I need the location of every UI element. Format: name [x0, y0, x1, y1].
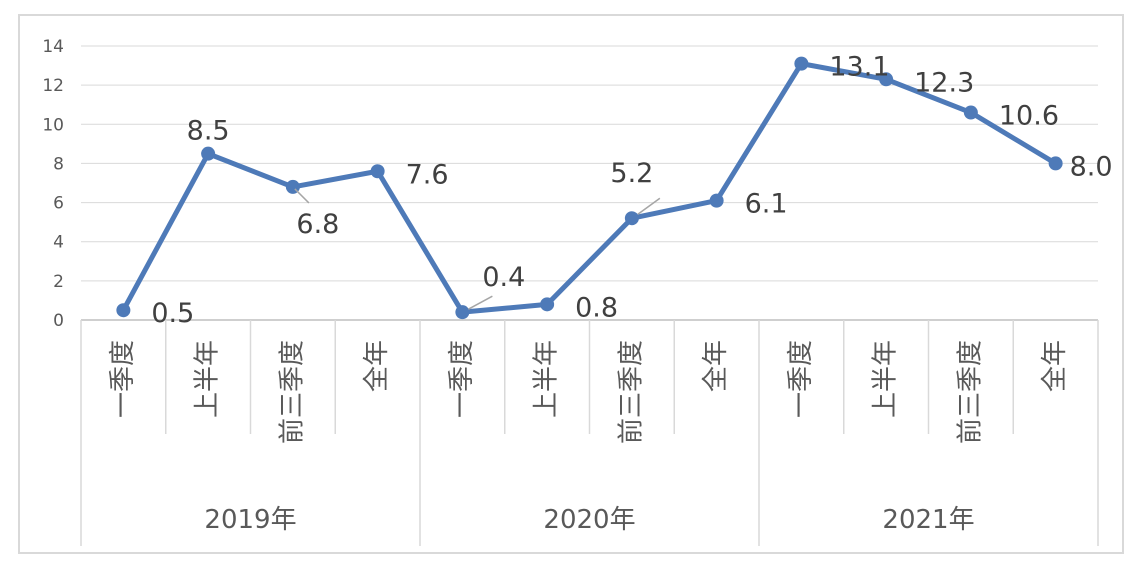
data-point — [794, 56, 809, 71]
chart-frame: 0 2 4 6 8 10 12 14 一季度 上半年 前三季度 全年 一季度 上半年 前三季度 全年 一季度 上半… — [18, 14, 1124, 554]
x-category-label: 一季度 — [108, 340, 138, 418]
y-tick-label: 12 — [42, 76, 64, 96]
x-group-label: 2019年 — [204, 505, 296, 535]
x-category-label: 一季度 — [786, 340, 816, 418]
data-point — [370, 164, 385, 179]
y-tick-label: 0 — [53, 311, 64, 331]
data-label: 7.6 — [406, 159, 449, 190]
data-label-leader — [294, 188, 310, 204]
data-point — [201, 146, 216, 161]
x-category-label: 全年 — [701, 340, 731, 392]
data-label: 10.6 — [999, 101, 1059, 132]
data-point — [963, 105, 978, 120]
data-label: 5.2 — [610, 158, 653, 189]
data-point — [709, 193, 724, 208]
data-label: 8.0 — [1070, 151, 1113, 182]
x-group-label: 2020年 — [543, 505, 635, 535]
x-category-label: 前三季度 — [955, 340, 985, 444]
data-label-leader — [637, 197, 661, 215]
series-line — [120, 61, 1059, 315]
data-label: 8.5 — [187, 116, 230, 147]
data-label: 0.8 — [575, 292, 618, 323]
x-category-label: 全年 — [1040, 340, 1070, 392]
data-label-leader — [468, 295, 493, 310]
y-tick-label: 10 — [42, 115, 64, 135]
data-point — [455, 305, 470, 320]
x-category-label: 一季度 — [447, 340, 477, 418]
data-label: 6.8 — [296, 209, 339, 240]
data-point — [624, 211, 639, 226]
y-tick-label: 14 — [42, 37, 64, 57]
x-category-label: 上半年 — [871, 340, 901, 418]
x-group-label: 2021年 — [882, 505, 974, 535]
data-point — [116, 303, 131, 318]
data-point — [879, 72, 894, 87]
data-label: 12.3 — [914, 67, 974, 98]
data-point — [1048, 156, 1063, 171]
data-label: 0.5 — [151, 298, 194, 329]
data-label: 0.4 — [482, 262, 525, 293]
x-category-label: 前三季度 — [277, 340, 307, 444]
x-category-label: 上半年 — [532, 340, 562, 418]
y-tick-label: 6 — [53, 194, 64, 214]
data-label: 13.1 — [829, 52, 889, 83]
data-point — [540, 297, 555, 312]
y-tick-label: 8 — [53, 154, 64, 174]
y-tick-label: 4 — [53, 233, 64, 253]
x-category-label: 上半年 — [193, 340, 223, 418]
x-category-label: 前三季度 — [616, 340, 646, 444]
y-tick-label: 2 — [53, 272, 64, 292]
data-label: 6.1 — [745, 189, 788, 220]
x-category-label: 全年 — [362, 340, 392, 392]
